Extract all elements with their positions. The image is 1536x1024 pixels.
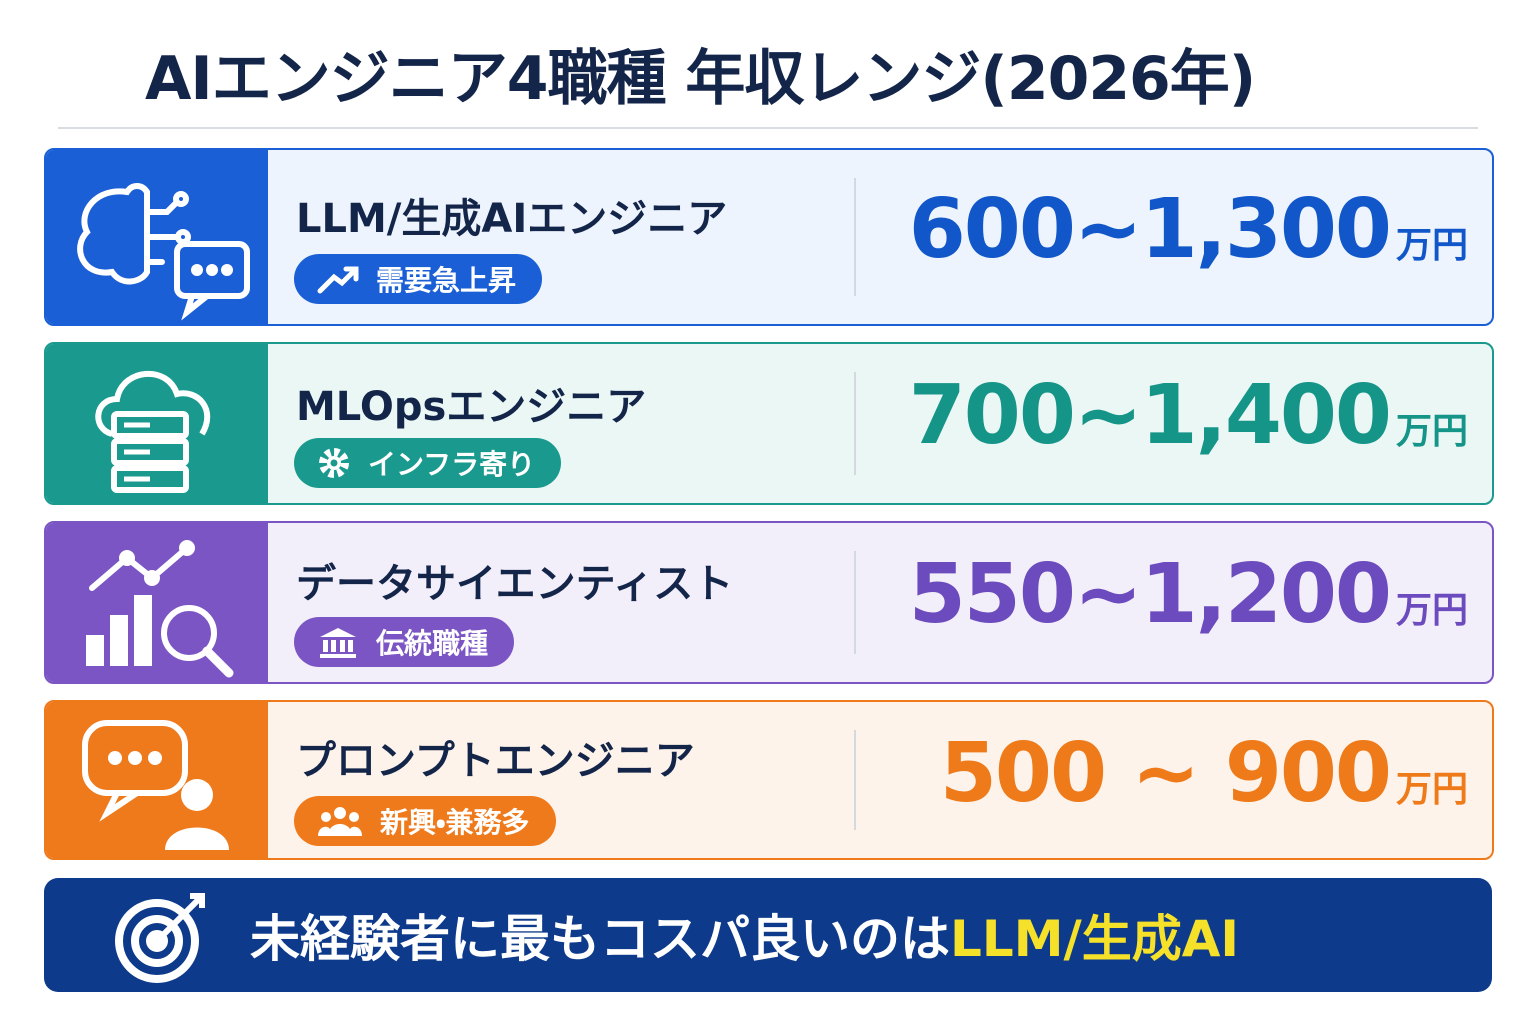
tag-text: インフラ寄り — [368, 448, 536, 481]
salary-range: 550~1,200 万円 — [909, 547, 1468, 642]
job-name: LLM/生成AIエンジニア — [296, 196, 728, 242]
divider — [854, 372, 856, 475]
range-value: 550~1,200 — [908, 547, 1392, 642]
salary-range: 700~1,400 万円 — [909, 368, 1468, 463]
trend-icon — [317, 266, 359, 294]
job-row: LLM/生成AIエンジニア 需要急上昇 600~1,300 万円 — [44, 148, 1494, 326]
brain-chat-icon — [77, 183, 250, 321]
tag-text: 需要急上昇 — [376, 264, 517, 297]
tag-pill: 需要急上昇 — [294, 254, 543, 304]
range-value: 700~1,400 — [908, 368, 1392, 463]
range-value: 500 ~ 900 — [939, 726, 1392, 821]
title: AIエンジニア4職種 年収レンジ(2026年) — [145, 44, 1256, 114]
group-icon — [318, 807, 362, 836]
tag-pill: インフラ寄り — [294, 438, 562, 488]
range-unit: 万円 — [1395, 225, 1468, 266]
range-value: 600~1,300 — [908, 182, 1392, 277]
analytics-icon — [86, 539, 234, 677]
job-name: データサイエンティスト — [296, 561, 734, 607]
job-name: プロンプトエンジニア — [296, 738, 695, 784]
icon-panel — [46, 150, 268, 324]
tag-pill: 新興・兼務多 — [294, 796, 556, 846]
icon-panel — [46, 702, 268, 858]
target-icon — [115, 893, 205, 983]
job-row: データサイエンティスト 伝統職種 550~1,200 万円 — [44, 521, 1494, 684]
range-unit: 万円 — [1395, 769, 1468, 810]
cloud-server-icon — [95, 370, 211, 493]
divider — [854, 551, 856, 654]
job-name: MLOpsエンジニア — [296, 384, 647, 430]
tag-pill: 伝統職種 — [294, 617, 515, 667]
title-rule — [58, 127, 1478, 129]
footer-highlight: LLM/生成AI — [950, 910, 1240, 968]
job-row: プロンプトエンジニア 新興・兼務多 500 ~ 900 万円 — [44, 700, 1494, 860]
salary-range: 600~1,300 万円 — [909, 182, 1468, 277]
gear-icon — [319, 448, 349, 478]
footer-message: 未経験者に最もコスパ良いのは — [250, 910, 950, 968]
prompt-user-icon — [82, 720, 229, 850]
tag-text: 伝統職種 — [376, 627, 489, 660]
job-row: MLOpsエンジニア インフラ寄り 700~1,400 万円 — [44, 342, 1494, 505]
divider — [854, 178, 856, 296]
tag-text: 新興・兼務多 — [380, 806, 530, 839]
salary-range: 500 ~ 900 万円 — [940, 726, 1468, 821]
institution-icon — [320, 628, 356, 658]
range-unit: 万円 — [1395, 411, 1468, 452]
icon-panel — [46, 523, 268, 682]
divider — [854, 730, 856, 830]
footer-text: 未経験者に最もコスパ良いのは LLM/生成AI — [250, 878, 1239, 992]
footer-banner: 未経験者に最もコスパ良いのは LLM/生成AI — [44, 878, 1492, 992]
range-unit: 万円 — [1395, 590, 1468, 631]
icon-panel — [46, 344, 268, 503]
